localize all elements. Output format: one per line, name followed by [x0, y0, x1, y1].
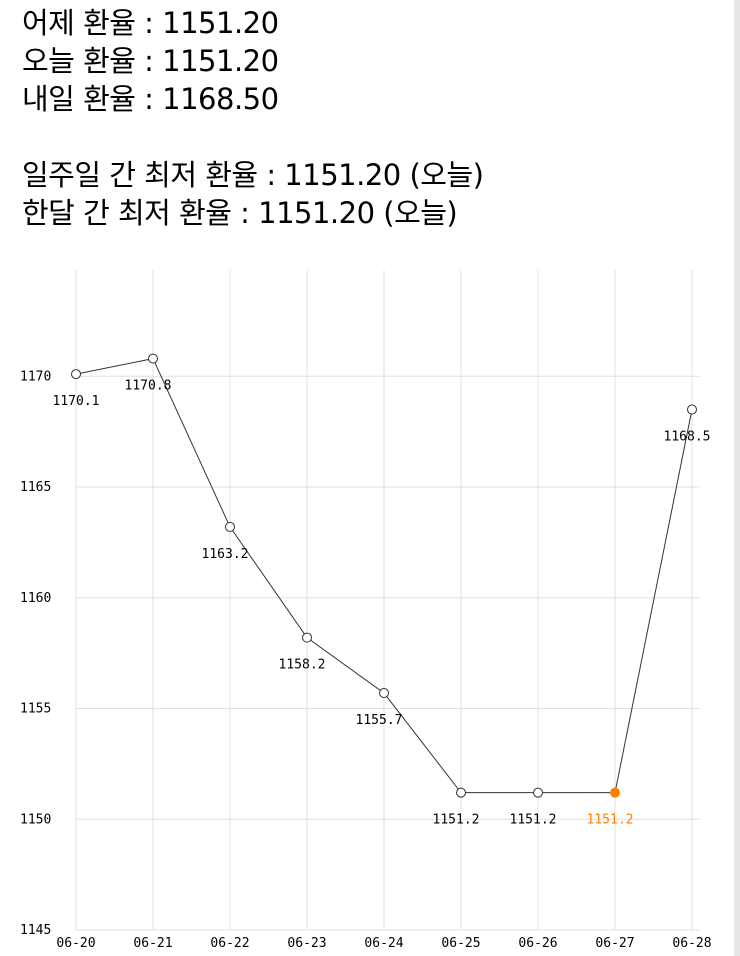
x-tick-label: 06-26 — [518, 936, 557, 951]
data-point — [456, 787, 466, 798]
x-tick-label: 06-23 — [287, 936, 326, 951]
x-tick-label: 06-27 — [595, 936, 634, 951]
data-label: 1151.2 — [433, 813, 480, 828]
rate-summary: 어제 환율 : 1151.20 오늘 환율 : 1151.20 내일 환율 : … — [22, 4, 484, 232]
month-low-rate: 한달 간 최저 환율 : 1151.20 (오늘) — [22, 196, 458, 230]
data-label: 1170.8 — [125, 379, 172, 394]
x-tick-label: 06-25 — [441, 936, 480, 951]
scrollbar[interactable] — [734, 0, 740, 956]
data-label: 1168.5 — [664, 430, 711, 445]
y-tick-label: 1160 — [20, 591, 51, 606]
data-label: 1163.2 — [202, 547, 249, 562]
x-tick-label: 06-22 — [210, 936, 249, 951]
week-low-rate: 일주일 간 최저 환율 : 1151.20 (오늘) — [22, 158, 484, 192]
data-point — [225, 521, 235, 532]
yesterday-rate: 어제 환율 : 1151.20 — [22, 6, 279, 40]
data-point — [148, 353, 158, 364]
x-tick-label: 06-21 — [133, 936, 172, 951]
data-point — [687, 404, 697, 415]
data-label: 1158.2 — [279, 658, 326, 673]
data-point — [302, 632, 312, 643]
data-label: 1151.2 — [587, 813, 634, 828]
today-rate: 오늘 환율 : 1151.20 — [22, 44, 279, 78]
data-point — [533, 787, 543, 798]
y-tick-label: 1145 — [20, 923, 51, 938]
y-tick-label: 1150 — [20, 812, 51, 827]
data-label: 1170.1 — [53, 394, 100, 409]
y-tick-label: 1170 — [20, 369, 51, 384]
y-tick-label: 1155 — [20, 702, 51, 717]
data-point — [379, 688, 389, 699]
x-tick-label: 06-20 — [56, 936, 95, 951]
data-point — [71, 369, 81, 380]
y-tick-label: 1165 — [20, 480, 51, 495]
x-tick-label: 06-28 — [672, 936, 711, 951]
x-tick-label: 06-24 — [364, 936, 403, 951]
data-label: 1151.2 — [510, 813, 557, 828]
data-point — [610, 787, 620, 798]
tomorrow-rate: 내일 환율 : 1168.50 — [22, 82, 279, 116]
exchange-rate-chart: 1145 1150 1155 1160 1165 1170 06-20 06-21 06-22 0… — [20, 270, 712, 951]
data-label: 1155.7 — [356, 713, 403, 728]
